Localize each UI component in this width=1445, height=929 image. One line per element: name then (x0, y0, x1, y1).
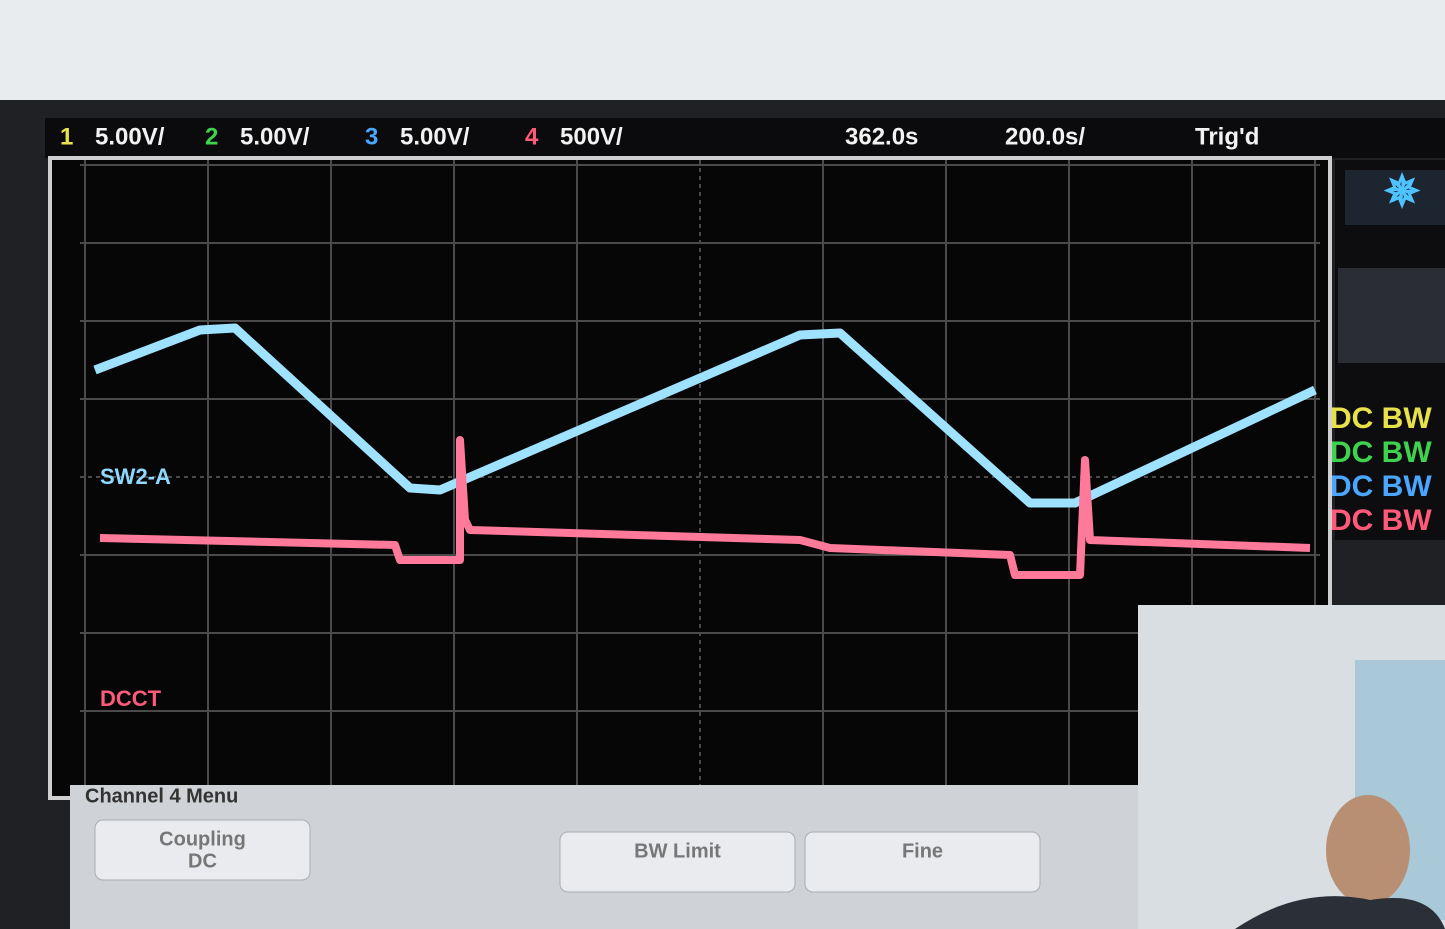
channel-number: 3 (365, 123, 378, 150)
waveform-label: DCCT (100, 686, 162, 711)
delay: 362.0s (845, 123, 918, 150)
button-value: DC (188, 850, 217, 872)
channel-scale: 5.00V/ (240, 123, 310, 150)
waveform-label: SW2-A (100, 464, 171, 489)
channel-number: 4 (525, 123, 539, 150)
webcam (1138, 605, 1445, 929)
page: ✵ Channel 4 Menu CouplingDCBW LimitFine … (0, 0, 1445, 929)
trigger-status: Trig'd (1195, 123, 1259, 150)
scope-photo: ✵ Channel 4 Menu CouplingDCBW LimitFine … (0, 0, 1445, 929)
channel-number: 2 (205, 123, 218, 150)
coupling-label: DC BW (1330, 402, 1432, 435)
coupling-label: DC BW (1330, 470, 1432, 503)
button-label: BW Limit (634, 840, 721, 862)
wall (0, 0, 1445, 110)
coupling-label: DC BW (1330, 436, 1432, 469)
face (1326, 795, 1410, 905)
button-label: Coupling (159, 828, 246, 850)
button-label: Fine (902, 840, 943, 862)
timebase: 200.0s/ (1005, 123, 1085, 150)
info-box (1338, 268, 1445, 363)
menu-title: Channel 4 Menu (85, 785, 238, 807)
logo-icon: ✵ (1383, 168, 1421, 217)
channel-number: 1 (60, 123, 73, 150)
channel-scale: 5.00V/ (95, 123, 165, 150)
channel-scale: 5.00V/ (400, 123, 470, 150)
coupling-label: DC BW (1330, 504, 1432, 537)
channel-scale: 500V/ (560, 123, 623, 150)
